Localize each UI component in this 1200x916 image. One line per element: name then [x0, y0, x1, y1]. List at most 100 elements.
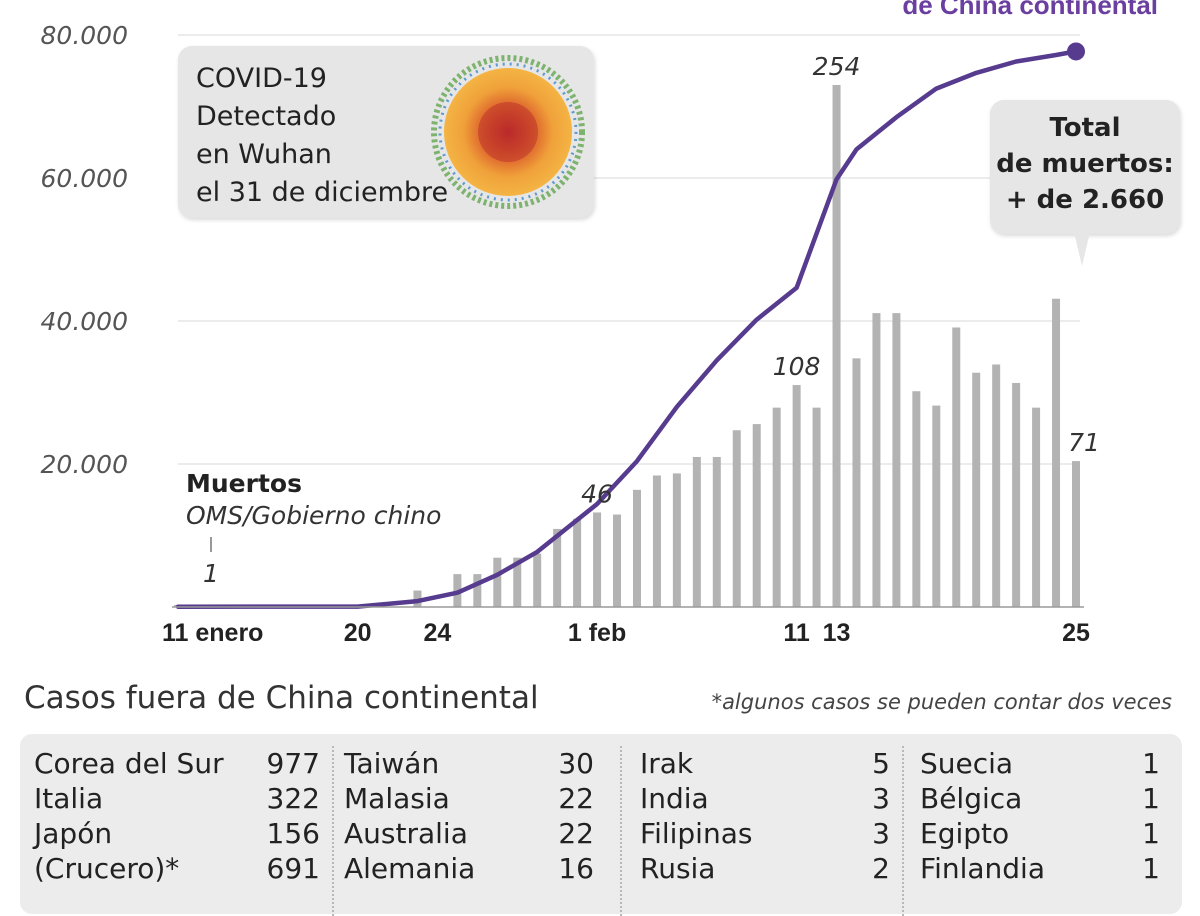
death-bar — [613, 514, 622, 607]
grid-layer: 20.000 40.000 60.000 80.000 — [41, 21, 1080, 479]
y-tick-label: 80.000 — [41, 21, 128, 50]
death-bar — [1052, 298, 1061, 607]
death-bar — [1012, 382, 1021, 607]
deaths-bars — [174, 85, 1080, 607]
country-name: Finlandia — [920, 852, 1045, 885]
total-deaths-callout: Total de muertos: + de 2.660 — [990, 100, 1180, 234]
death-bar — [493, 557, 502, 607]
cases-line-layer — [172, 42, 1085, 609]
covid-callout: COVID-19 Detectado en Wuhan el 31 de dic… — [178, 46, 594, 218]
country-name: (Crucero)* — [34, 852, 180, 885]
death-bar — [872, 313, 881, 607]
chart-plot: de China continental 20.000 40.000 60.000 8… — [41, 0, 1158, 647]
x-tick-label: 13 — [823, 619, 851, 647]
country-count: 156 — [266, 817, 320, 850]
country-count: 2 — [872, 852, 890, 885]
country-count: 30 — [558, 747, 594, 780]
country-row: Suecia 1 — [920, 746, 1160, 781]
death-bar — [992, 364, 1001, 607]
column-divider — [902, 746, 904, 916]
outside-cases-title: Casos fuera de China continental — [24, 680, 539, 716]
country-count: 977 — [266, 747, 320, 780]
country-count: 1 — [1142, 747, 1160, 780]
country-name: Alemania — [344, 852, 476, 885]
country-row: Finlandia 1 — [920, 851, 1160, 886]
deaths-series-label: Muertos OMS/Gobierno chino — [186, 468, 441, 532]
column-divider — [332, 746, 334, 916]
death-bar — [972, 372, 981, 607]
death-bar — [632, 489, 641, 607]
column-divider — [620, 746, 622, 916]
death-bar — [932, 405, 941, 607]
country-row: India 3 — [640, 781, 890, 816]
country-row: Bélgica 1 — [920, 781, 1160, 816]
x-tick-label: 20 — [344, 619, 372, 647]
cases-line — [175, 49, 1079, 609]
country-column: Irak 5 India 3 Filipinas 3 Rusia 2 — [640, 746, 890, 886]
x-tick-label: 11 enero — [162, 619, 263, 647]
death-bar — [692, 456, 701, 607]
covid-callout-line: COVID-19 — [196, 63, 327, 94]
country-count: 1 — [1142, 852, 1160, 885]
x-tick-label: 24 — [424, 619, 452, 647]
total-callout-line: + de 2.660 — [1005, 185, 1165, 215]
covid-callout-line: en Wuhan — [196, 139, 332, 170]
death-bar — [553, 528, 562, 607]
x-tick-label: 11 — [783, 619, 810, 647]
death-bar — [513, 557, 522, 607]
callout-pointer — [1074, 232, 1090, 266]
death-bar — [652, 475, 661, 607]
country-row: Filipinas 3 — [640, 816, 890, 851]
country-name: Irak — [640, 747, 694, 780]
death-bar — [732, 430, 741, 607]
country-count: 5 — [872, 747, 890, 780]
country-name: Suecia — [920, 747, 1014, 780]
deaths-label-source: OMS/Gobierno chino — [186, 501, 442, 530]
total-callout-line: de muertos: — [996, 149, 1174, 179]
country-name: Italia — [34, 782, 104, 815]
death-value-label: 108 — [773, 352, 821, 381]
death-bar — [712, 456, 721, 607]
country-row: Corea del Sur 977 — [34, 746, 320, 781]
death-value-label: 254 — [813, 52, 861, 81]
country-name: Taiwán — [344, 747, 440, 780]
country-count: 3 — [872, 782, 890, 815]
death-bar — [672, 473, 681, 607]
death-bar — [892, 313, 901, 607]
country-row: Rusia 2 — [640, 851, 890, 886]
country-count: 22 — [558, 817, 594, 850]
country-row: (Crucero)* 691 — [34, 851, 320, 886]
total-callout-line: Total — [1049, 113, 1121, 143]
x-tick-label: 25 — [1062, 619, 1090, 647]
country-name: Malasia — [344, 782, 450, 815]
country-name: Rusia — [640, 852, 716, 885]
country-count: 691 — [266, 852, 320, 885]
y-tick-label: 60.000 — [41, 164, 128, 193]
country-count: 3 — [872, 817, 890, 850]
country-name: Egipto — [920, 817, 1010, 850]
country-name: India — [640, 782, 709, 815]
covid-callout-line: Detectado — [196, 101, 337, 132]
country-name: Australia — [344, 817, 468, 850]
country-name: Japón — [34, 817, 113, 850]
country-count: 1 — [1142, 782, 1160, 815]
death-value-label: 71 — [1068, 428, 1100, 457]
death-value-label: 46 — [581, 479, 613, 508]
country-count: 322 — [266, 782, 320, 815]
death-bar — [533, 553, 542, 607]
death-bar — [1072, 461, 1080, 607]
death-bar — [792, 385, 801, 607]
cases-line-endpoint — [1067, 42, 1085, 61]
death-bar — [413, 590, 422, 607]
chart-labels: 11 enero 20 24 1 feb 11 13 25 1 46 108 254 71 — [162, 52, 1100, 647]
y-tick-label: 40.000 — [41, 307, 128, 336]
death-bar — [832, 85, 841, 607]
country-row: Egipto 1 — [920, 816, 1160, 851]
country-name: Bélgica — [920, 782, 1023, 815]
country-row: Malasia 22 — [344, 781, 594, 816]
country-count: 1 — [1142, 817, 1160, 850]
outside-cases-table: Corea del Sur 977 Italia 322 Japón 156 (Cru… — [20, 734, 1182, 916]
country-name: Filipinas — [640, 817, 753, 850]
death-bar — [752, 424, 761, 607]
death-bar — [593, 512, 602, 607]
